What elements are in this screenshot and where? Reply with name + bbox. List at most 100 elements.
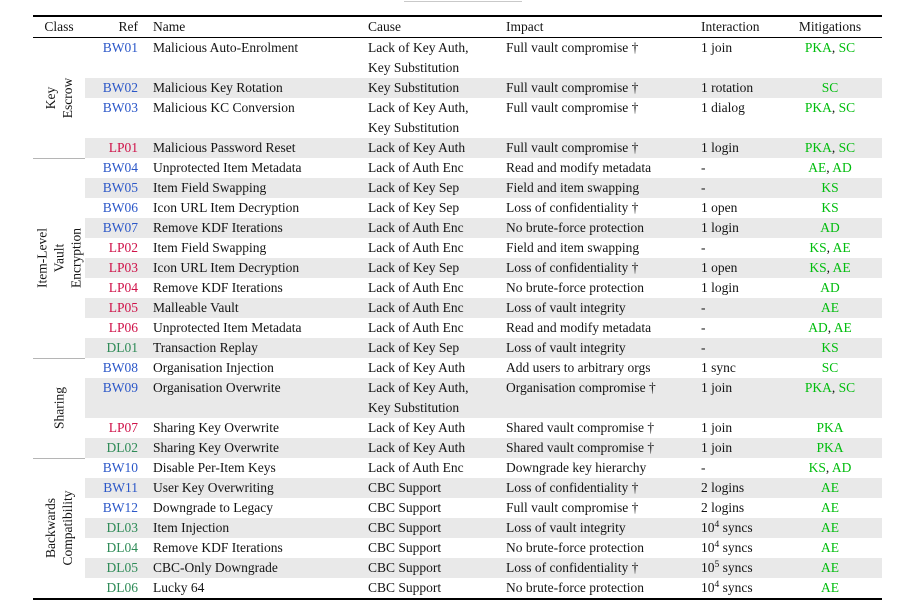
- mitigations-cell: PKA, SC: [778, 98, 882, 138]
- mitigations-cell: AE: [778, 518, 882, 538]
- mitigations-cell: PKA, SC: [778, 38, 882, 79]
- ref-label: BW08: [102, 360, 138, 375]
- mitigation-code: PKA: [816, 420, 844, 435]
- interaction-cell: 1 rotation: [701, 80, 754, 95]
- mitigations-cell: AE, AD: [778, 158, 882, 178]
- name-cell: Item Field Swapping: [153, 240, 267, 255]
- mitigation-separator: ,: [831, 140, 839, 155]
- mitigations-cell: PKA: [778, 438, 882, 458]
- mitigation-code: KS: [821, 180, 839, 195]
- mitigations-cell: AE: [778, 538, 882, 558]
- interaction-cell: -: [701, 460, 706, 475]
- mitigation-code: AE: [821, 580, 839, 595]
- mitigations-cell: AD: [778, 278, 882, 298]
- mitigation-code: AE: [832, 260, 851, 275]
- table-row: DL01 Transaction Replay Lack of Key Sep Los…: [33, 338, 882, 358]
- mitigation-code: PKA: [816, 440, 844, 455]
- mitigation-code: KS: [808, 460, 826, 475]
- ref-cell: LP01: [85, 138, 145, 158]
- table-row: Backwards Compatibility BW10 Disable Per-I…: [33, 457, 882, 599]
- cause-cell: Lack of Key Sep: [368, 340, 460, 355]
- interaction-cell: 2 logins: [701, 480, 745, 495]
- mitigation-code: KS: [821, 340, 839, 355]
- ref-cell: LP02: [85, 238, 145, 258]
- impact-cell: Full vault compromise †: [506, 100, 639, 115]
- class-group-label: Item-Level Vault Encryption: [34, 227, 84, 288]
- mitigation-separator: ,: [831, 380, 839, 395]
- mitigations-cell: KS, AE: [778, 258, 882, 278]
- mitigation-code: PKA: [804, 100, 832, 115]
- interaction-cell: -: [701, 240, 706, 255]
- mitigation-code: PKA: [804, 140, 832, 155]
- name-cell: CBC-Only Downgrade: [153, 560, 278, 575]
- impact-cell: Loss of vault integrity: [506, 520, 626, 535]
- impact-cell: No brute-force protection: [506, 540, 644, 555]
- cause-cell: CBC Support: [368, 480, 442, 495]
- name-cell: Malicious KC Conversion: [153, 100, 295, 115]
- name-cell: Sharing Key Overwrite: [153, 440, 279, 455]
- name-cell: Sharing Key Overwrite: [153, 420, 279, 435]
- cause-cell: CBC Support: [368, 500, 442, 515]
- class-group-label: Key Escrow: [43, 77, 75, 119]
- interaction-cell: 104 syncs: [701, 540, 753, 555]
- col-header-name: Name: [145, 16, 360, 38]
- impact-cell: Loss of confidentiality †: [506, 200, 639, 215]
- ref-cell: LP06: [85, 318, 145, 338]
- interaction-cell: 1 open: [701, 200, 738, 215]
- col-header-cause: Cause: [360, 16, 498, 38]
- mitigations-cell: AE: [778, 498, 882, 518]
- mitigations-cell: PKA: [778, 418, 882, 438]
- impact-cell: Full vault compromise †: [506, 500, 639, 515]
- table-row: BW07 Remove KDF Iterations Lack of Auth En…: [33, 218, 882, 238]
- ref-label: BW03: [102, 100, 138, 115]
- cause-cell: Lack of Key Auth: [368, 440, 466, 455]
- name-cell: User Key Overwriting: [153, 480, 274, 495]
- mitigation-code: AE: [832, 240, 851, 255]
- ref-label: BW07: [102, 220, 138, 235]
- cause-cell: Lack of Key Auth: [368, 420, 466, 435]
- mitigations-cell: AE: [778, 578, 882, 599]
- table-row: BW06 Icon URL Item Decryption Lack of Key …: [33, 198, 882, 218]
- impact-cell: Loss of confidentiality †: [506, 260, 639, 275]
- mitigation-code: SC: [838, 40, 856, 55]
- mitigations-cell: KS, AD: [778, 458, 882, 478]
- impact-cell: Field and item swapping: [506, 180, 640, 195]
- cause-cell: CBC Support: [368, 560, 442, 575]
- interaction-cell: -: [701, 300, 706, 315]
- mitigations-cell: PKA, SC: [778, 378, 882, 418]
- ref-label: BW01: [102, 40, 138, 55]
- impact-cell: Downgrade key hierarchy: [506, 460, 647, 475]
- ref-label: DL06: [106, 580, 139, 595]
- interaction-cell: 2 logins: [701, 500, 745, 515]
- ref-label: LP04: [108, 280, 138, 295]
- cause-cell: Lack of Auth Enc: [368, 220, 464, 235]
- mitigation-separator: ,: [826, 260, 833, 275]
- table-row: DL04 Remove KDF Iterations CBC Support No b…: [33, 538, 882, 558]
- ref-cell: DL01: [85, 338, 145, 358]
- mitigations-cell: AE: [778, 558, 882, 578]
- table-row: BW11 User Key Overwriting CBC Support Loss …: [33, 478, 882, 498]
- interaction-cell: 104 syncs: [701, 520, 753, 535]
- table-body: Key Escrow BW01 Malicious Auto-Enrolment La…: [33, 37, 882, 599]
- mitigation-code: AE: [833, 320, 852, 335]
- ref-cell: BW05: [85, 178, 145, 198]
- impact-cell: Loss of confidentiality †: [506, 560, 639, 575]
- impact-cell: Shared vault compromise †: [506, 420, 655, 435]
- impact-cell: Add users to arbitrary orgs: [506, 360, 651, 375]
- impact-cell: Loss of confidentiality †: [506, 480, 639, 495]
- interaction-cell: 1 dialog: [701, 100, 745, 115]
- mitigation-code: AE: [821, 560, 839, 575]
- name-cell: Item Injection: [153, 520, 230, 535]
- ref-cell: DL04: [85, 538, 145, 558]
- ref-cell: BW01: [85, 38, 145, 79]
- ref-label: LP07: [108, 420, 138, 435]
- mitigation-code: KS: [809, 260, 827, 275]
- class-group-cell: Backwards Compatibility: [33, 457, 85, 599]
- ref-label: DL01: [106, 340, 139, 355]
- cause-cell: Lack of Auth Enc: [368, 160, 464, 175]
- name-cell: Disable Per-Item Keys: [153, 460, 276, 475]
- ref-label: BW12: [102, 500, 138, 515]
- mitigation-code: KS: [821, 200, 839, 215]
- cause-cell: Lack of Auth Enc: [368, 300, 464, 315]
